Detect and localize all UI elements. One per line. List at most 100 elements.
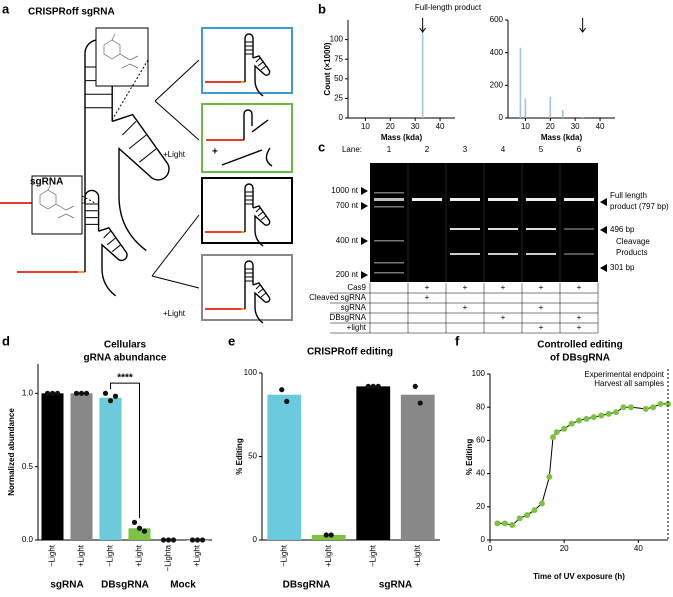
x-tick-label: 40 xyxy=(436,122,445,131)
point xyxy=(160,537,167,543)
group-label: DBsgRNA xyxy=(101,580,149,591)
ladder-band xyxy=(374,192,404,194)
bar xyxy=(70,393,93,540)
point xyxy=(613,409,620,416)
point xyxy=(136,525,143,531)
hairpin-small xyxy=(204,260,271,324)
band-arrow xyxy=(600,198,607,206)
gel-band xyxy=(526,198,556,201)
gel-band xyxy=(412,198,442,201)
gel-band xyxy=(450,228,480,230)
point xyxy=(375,383,381,389)
gel-band xyxy=(488,228,518,230)
point xyxy=(550,434,557,441)
point xyxy=(590,414,597,421)
arrow xyxy=(151,214,200,289)
gel-band xyxy=(374,198,404,201)
cell: + xyxy=(539,323,544,332)
point xyxy=(73,390,80,396)
marker-arrow xyxy=(361,202,368,210)
arrow xyxy=(419,18,427,33)
bar xyxy=(356,386,391,540)
box-black xyxy=(201,177,293,244)
cell: + xyxy=(425,293,430,302)
chem-structure xyxy=(39,183,75,219)
y-axis-label: Normalized abundance xyxy=(7,408,16,496)
light-label: +Light xyxy=(163,150,186,159)
ladder-band xyxy=(374,240,404,242)
chem-box xyxy=(95,27,149,87)
gel-band xyxy=(564,253,594,255)
chart-title: Controlled editing xyxy=(537,340,623,351)
point xyxy=(583,415,590,422)
lane-number: 1 xyxy=(387,145,392,154)
cell: + xyxy=(501,313,506,322)
bar xyxy=(400,394,435,540)
point xyxy=(627,404,634,411)
y-tick-label: 200 xyxy=(490,80,504,89)
y-axis-label: % Editing xyxy=(235,438,244,475)
panel-label: d xyxy=(2,333,10,348)
chem-box xyxy=(31,175,83,235)
box-grey xyxy=(201,254,293,321)
y-tick-label: 0 xyxy=(499,113,504,122)
point xyxy=(279,387,285,393)
point xyxy=(494,520,501,527)
point xyxy=(194,537,201,543)
annotation: Experimental endpoint xyxy=(584,370,664,379)
x-tick-label: +Light xyxy=(413,544,422,567)
point xyxy=(49,390,56,396)
hairpin-small xyxy=(204,183,271,247)
point xyxy=(576,417,582,424)
point xyxy=(598,412,605,419)
gel-band xyxy=(450,253,480,255)
gel-band xyxy=(526,253,556,255)
band-arrow xyxy=(600,226,607,234)
band-arrow xyxy=(600,264,607,272)
marker-label: 1000 nt xyxy=(331,186,358,195)
x-tick-label: 20 xyxy=(560,544,569,553)
x-axis-label: Time of UV exposure (h) xyxy=(533,572,625,581)
x-tick-label: −Lighta xyxy=(164,544,173,571)
chart-title: Cellulars xyxy=(104,340,147,351)
y-tick-label: 80 xyxy=(476,402,485,411)
y-tick-label: 100 xyxy=(330,35,344,44)
bar xyxy=(549,96,552,118)
x-tick-label: −Light xyxy=(368,544,377,567)
x-tick-label: 30 xyxy=(411,122,420,131)
point xyxy=(83,390,90,396)
point xyxy=(412,383,418,389)
point xyxy=(78,390,85,396)
x-tick-label: 10 xyxy=(361,122,370,131)
y-tick-label: 0.5 xyxy=(22,462,34,471)
y-tick-label: 100 xyxy=(244,368,258,377)
cell: + xyxy=(577,323,582,332)
marker-arrow xyxy=(361,237,368,245)
marker-label: 400 nt xyxy=(336,236,359,245)
y-tick-label: 400 xyxy=(490,48,504,57)
group-label: sgRNA xyxy=(50,580,83,591)
y-tick-label: 50 xyxy=(334,74,343,83)
point xyxy=(524,512,531,519)
y-tick-label: 600 xyxy=(490,15,504,24)
gel-band xyxy=(488,198,518,201)
y-tick-label: 60 xyxy=(476,436,485,445)
point xyxy=(516,515,523,522)
chart-title: of DBsgRNA xyxy=(550,353,610,364)
x-tick-label: +Light xyxy=(135,544,144,567)
bar xyxy=(99,397,122,540)
point xyxy=(141,528,148,534)
point xyxy=(538,500,545,507)
bar xyxy=(41,393,64,540)
pointer xyxy=(81,59,149,204)
x-tick-label: +Light xyxy=(324,544,333,567)
point xyxy=(561,425,568,432)
cleaved-rna xyxy=(221,109,273,167)
x-tick-label: −Light xyxy=(106,544,115,567)
ladder-band xyxy=(374,262,404,264)
y-tick-label: 50 xyxy=(248,452,257,461)
point xyxy=(642,405,649,412)
bar xyxy=(267,394,302,540)
lane-number: 2 xyxy=(425,145,430,154)
